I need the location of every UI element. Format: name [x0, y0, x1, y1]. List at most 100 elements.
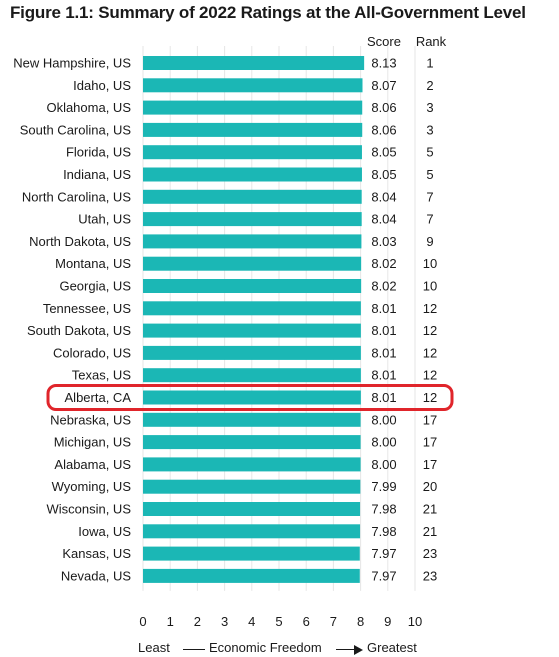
category-label: Wisconsin, US: [46, 502, 131, 517]
bar: [143, 457, 361, 472]
category-label: Indiana, US: [63, 167, 131, 182]
category-labels: New Hampshire, US Idaho, US Oklahoma, US So…: [13, 56, 131, 584]
score-label: 8.01: [371, 345, 396, 360]
score-label: 8.06: [371, 122, 396, 137]
x-tick-label: 1: [167, 614, 174, 629]
rank-label: 21: [423, 524, 437, 539]
rank-header: Rank: [416, 34, 447, 49]
category-label: Colorado, US: [53, 345, 131, 360]
rank-label: 1: [426, 56, 433, 71]
category-label: Florida, US: [66, 145, 131, 160]
bar: [143, 435, 361, 450]
x-tick-label: 7: [330, 614, 337, 629]
bar: [143, 78, 363, 93]
bar: [143, 568, 360, 583]
bar: [143, 234, 362, 249]
score-header: Score: [367, 34, 401, 49]
category-label: New Hampshire, US: [13, 56, 131, 71]
right-arrow-line: [336, 649, 356, 650]
x-tick-label: 0: [139, 614, 146, 629]
bars: [143, 56, 365, 583]
category-label: Kansas, US: [62, 546, 131, 561]
bar: [143, 145, 362, 160]
rank-label: 12: [423, 323, 437, 338]
category-label: Alberta, CA: [65, 390, 132, 405]
bar: [143, 524, 361, 539]
score-label: 8.01: [371, 368, 396, 383]
rank-label: 3: [426, 122, 433, 137]
bar: [143, 390, 361, 405]
x-tick-label: 9: [384, 614, 391, 629]
score-labels: 8.13 8.07 8.06 8.06 8.05 8.05 8.04 8.04 8.03 8.02…: [371, 56, 396, 584]
rank-label: 17: [423, 457, 437, 472]
bar: [143, 368, 361, 383]
category-label: Nevada, US: [61, 568, 131, 583]
bar-chart: New Hampshire, US Idaho, US Oklahoma, US So…: [13, 34, 454, 629]
category-label: Wyoming, US: [52, 479, 132, 494]
score-label: 8.03: [371, 234, 396, 249]
category-label: Utah, US: [78, 212, 131, 227]
rank-label: 12: [423, 301, 437, 316]
bar: [143, 100, 363, 115]
right-arrow-icon: [354, 645, 363, 655]
x-tick-label: 6: [303, 614, 310, 629]
category-label: Alabama, US: [54, 457, 131, 472]
left-line: [183, 649, 205, 650]
bar: [143, 279, 362, 293]
bar: [143, 189, 362, 204]
score-label: 8.02: [371, 279, 396, 294]
category-label: Iowa, US: [78, 524, 131, 539]
score-label: 8.01: [371, 323, 396, 338]
category-label: North Dakota, US: [29, 234, 131, 249]
economic-freedom-label: Economic Freedom: [209, 640, 322, 655]
bar: [143, 301, 361, 316]
least-label: Least: [138, 640, 170, 655]
score-label: 8.00: [371, 457, 396, 472]
rank-label: 10: [423, 256, 437, 271]
category-label: South Dakota, US: [27, 323, 131, 338]
rank-label: 9: [426, 234, 433, 249]
bar: [143, 546, 360, 561]
bar: [143, 256, 362, 271]
category-label: Tennessee, US: [43, 301, 131, 316]
score-label: 7.97: [371, 546, 396, 561]
bar: [143, 345, 361, 360]
rank-label: 2: [426, 78, 433, 93]
score-label: 8.02: [371, 256, 396, 271]
category-label: Michigan, US: [54, 435, 132, 450]
score-label: 8.06: [371, 100, 396, 115]
x-tick-label: 5: [275, 614, 282, 629]
greatest-label: Greatest: [367, 640, 417, 655]
bar: [143, 502, 361, 516]
score-label: 8.13: [371, 56, 396, 71]
score-label: 8.05: [371, 145, 396, 160]
bar: [143, 479, 361, 494]
score-label: 8.00: [371, 435, 396, 450]
score-label: 8.07: [371, 78, 396, 93]
x-tick-label: 3: [221, 614, 228, 629]
rank-label: 12: [423, 345, 437, 360]
category-label: Texas, US: [72, 368, 132, 383]
rank-label: 17: [423, 435, 437, 450]
bar: [143, 212, 362, 227]
rank-label: 20: [423, 479, 437, 494]
x-axis-ticks: 0 1 2 3 4 5 6 7 8 9 10: [139, 614, 422, 629]
bar: [143, 323, 361, 338]
score-label: 8.00: [371, 412, 396, 427]
chart-title: Figure 1.1: Summary of 2022 Ratings at t…: [10, 3, 526, 22]
x-tick-label: 4: [248, 614, 255, 629]
score-label: 7.97: [371, 568, 396, 583]
rank-label: 7: [426, 212, 433, 227]
rank-label: 21: [423, 502, 437, 517]
score-label: 8.04: [371, 212, 396, 227]
score-label: 8.04: [371, 189, 396, 204]
score-label: 8.05: [371, 167, 396, 182]
rank-label: 10: [423, 279, 437, 294]
rank-label: 12: [423, 368, 437, 383]
x-tick-label: 8: [357, 614, 364, 629]
x-tick-label: 10: [408, 614, 422, 629]
score-label: 7.98: [371, 524, 396, 539]
rank-label: 5: [426, 145, 433, 160]
category-label: Oklahoma, US: [46, 100, 131, 115]
